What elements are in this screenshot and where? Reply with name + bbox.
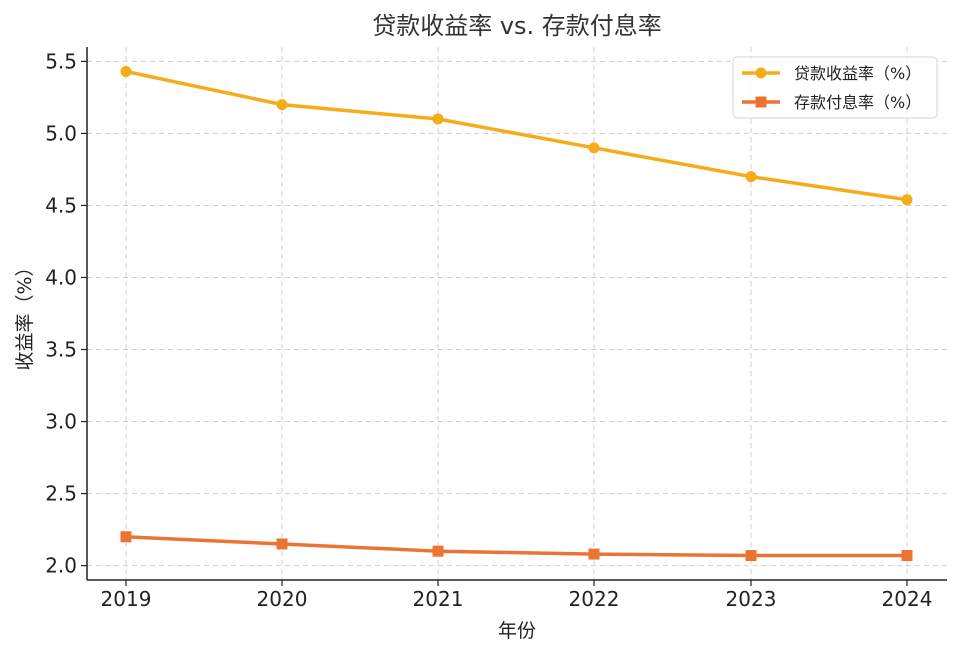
legend-deposit-cost-label: 存款付息率（%） bbox=[794, 93, 921, 112]
loan-yield-point bbox=[120, 65, 132, 77]
y-tick-label: 5.0 bbox=[45, 121, 77, 145]
loan-yield-point bbox=[901, 194, 913, 206]
x-tick-label: 2019 bbox=[101, 587, 152, 611]
y-tick-label: 4.5 bbox=[45, 193, 77, 217]
legend: 贷款收益率（%） 存款付息率（%） bbox=[732, 56, 938, 119]
loan-yield-point bbox=[276, 99, 288, 111]
y-tick-label: 2.0 bbox=[45, 554, 77, 578]
x-axis-label: 年份 bbox=[498, 620, 536, 642]
loan-yield-series-line bbox=[125, 69, 908, 202]
grid-lines bbox=[87, 47, 947, 580]
deposit-cost-point bbox=[276, 538, 288, 550]
legend-deposit-cost-marker bbox=[755, 96, 767, 108]
y-tick-label: 3.5 bbox=[45, 338, 77, 362]
y-tick-label: 3.0 bbox=[45, 410, 77, 434]
x-tick-label: 2024 bbox=[882, 587, 933, 611]
legend-loan-yield-label: 贷款收益率（%） bbox=[794, 64, 921, 83]
loan-yield-point bbox=[588, 142, 600, 154]
y-tick-label: 5.5 bbox=[45, 49, 77, 73]
legend-box bbox=[732, 56, 938, 119]
chart-title: 贷款收益率 vs. 存款付息率 bbox=[372, 12, 662, 40]
deposit-cost-point bbox=[901, 550, 913, 562]
y-tick-label: 4.0 bbox=[45, 265, 77, 289]
x-tick-label: 2022 bbox=[569, 587, 620, 611]
deposit-cost-point bbox=[432, 545, 444, 557]
y-axis-label: 收益率（%） bbox=[14, 257, 36, 370]
series-layer bbox=[120, 65, 913, 562]
x-axis-ticks: 2019 2020 2021 2022 2023 2024 bbox=[101, 580, 933, 611]
y-tick-label: 2.5 bbox=[45, 482, 77, 506]
deposit-cost-point bbox=[120, 531, 132, 543]
x-tick-label: 2023 bbox=[726, 587, 777, 611]
legend-loan-yield-marker bbox=[755, 67, 767, 79]
x-tick-label: 2021 bbox=[413, 587, 464, 611]
x-tick-label: 2020 bbox=[257, 587, 308, 611]
loan-yield-point bbox=[745, 171, 757, 183]
deposit-cost-point bbox=[745, 550, 757, 562]
y-axis-ticks: 2.0 2.5 3.0 3.5 4.0 4.5 5.0 5.5 bbox=[45, 49, 87, 578]
loan-yield-point bbox=[432, 113, 444, 125]
deposit-cost-series-line bbox=[125, 535, 907, 558]
deposit-cost-point bbox=[588, 548, 600, 560]
